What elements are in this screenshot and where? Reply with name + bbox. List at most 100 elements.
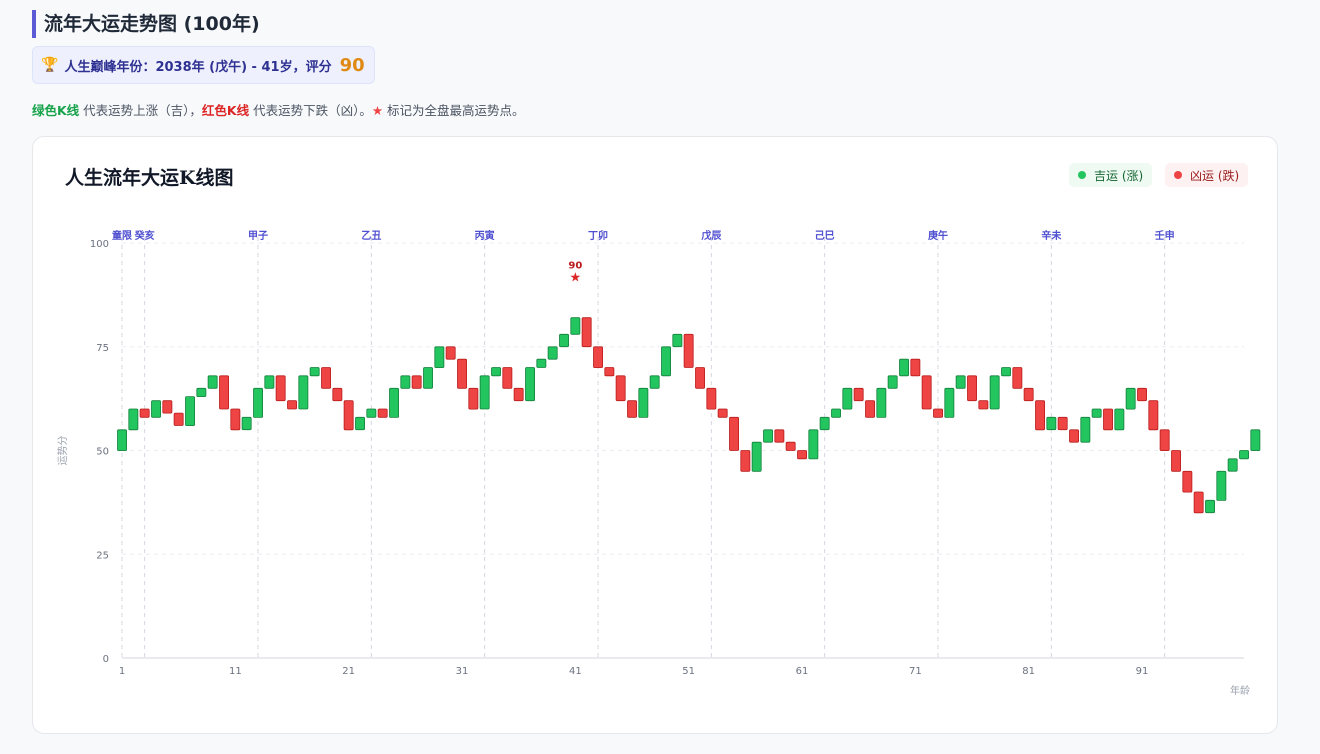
candle-up [1080,416,1091,443]
candle-up [547,346,558,360]
candle-down [774,429,785,443]
candle-up [196,387,207,398]
star-text: 标记为全盘最高运势点。 [383,103,525,118]
candle-down [411,375,422,389]
candle-up [751,441,762,472]
legend-up[interactable]: 吉运 (涨) [1069,163,1153,187]
candle-down [1023,387,1034,402]
legend-up-dot [1078,171,1086,179]
peak-year-label: 人生巅峰年份：2038年 (戊午) - 41岁，评分 [64,59,332,75]
candle-down [377,408,388,418]
candle-down [729,416,740,451]
candle-up [808,429,819,460]
dayun-label: 甲子 [248,230,268,242]
candle-down [797,450,808,460]
x-axis-label: 年龄 [1230,684,1250,697]
candle-down [139,408,150,418]
candle-down [1148,400,1159,431]
candle-up [1091,408,1102,418]
candle-down [978,400,989,410]
y-tick-label: 0 [103,654,109,665]
candle-up [241,416,252,431]
candle-down [219,375,230,410]
peak-value-label: 90 [568,261,582,272]
x-tick-label: 71 [909,666,922,677]
candle-up [536,358,547,368]
candle-down [853,387,864,402]
candle-down [695,367,706,389]
candle-up [253,387,264,418]
candle-up [389,387,400,418]
candle-up [1250,429,1261,451]
dayun-label: 壬申 [1155,229,1175,242]
candle-up [944,387,955,418]
x-tick-label: 21 [342,666,355,677]
legend-down-label: 凶运 (跌) [1190,168,1240,183]
red-candle-label: 红色K线 [201,103,250,118]
candle-down [581,317,592,348]
candle-down [740,450,751,472]
candle-down [1182,470,1193,493]
dayun-label: 庚午 [928,229,948,242]
peak-score: 90 [339,54,365,76]
legend-up-label: 吉运 (涨) [1094,168,1144,183]
candle-down [683,333,694,368]
candle-down [1159,429,1170,451]
candle-up [355,416,366,431]
candle-down [1137,387,1148,402]
red-candle-text: 代表运势下跌（凶）。 [249,103,372,118]
candle-up [1239,450,1250,460]
candle-up [117,429,128,451]
candle-up [479,375,490,410]
candle-up [763,429,774,443]
candle-up [559,333,570,348]
x-tick-label: 41 [569,666,582,677]
candle-up [899,358,910,377]
candle-down [921,375,932,410]
candle-up [661,346,672,377]
candle-down [162,400,173,414]
candle-up [672,333,683,348]
y-tick-label: 50 [96,447,109,458]
y-tick-label: 75 [96,343,109,354]
candle-up [309,367,320,377]
candle-up [638,387,649,418]
candle-down [865,400,876,418]
candle-up [955,375,966,389]
candle-up [1125,387,1136,410]
candle-down [627,400,638,418]
green-candle-text: 代表运势上涨（吉）， [79,103,202,118]
candle-down [717,408,728,418]
candle-up [876,387,887,418]
dayun-label: 丁卯 [588,229,608,242]
candle-up [819,416,830,431]
green-candle-label: 绿色K线 [32,103,80,118]
dayun-label: 辛未 [1041,229,1061,242]
trophy-icon: 🏆 [41,57,59,73]
x-tick-label: 91 [1136,666,1149,677]
candle-down [593,346,604,369]
candle-up [298,375,309,410]
candle-down [457,358,468,389]
peak-year-banner: 🏆 人生巅峰年份：2038年 (戊午) - 41岁，评分 90 [32,46,375,84]
candle-down [1069,429,1080,443]
x-tick-label: 11 [229,666,242,677]
candle-down [275,375,286,402]
y-tick-label: 100 [90,239,109,250]
candle-down [604,367,615,377]
x-tick-label: 1 [119,666,125,677]
candle-down [1035,400,1046,431]
candle-up [400,375,411,389]
x-tick-label: 51 [682,666,695,677]
candle-up [1227,458,1238,472]
candle-down [321,367,332,389]
y-tick-label: 25 [96,550,109,561]
x-tick-label: 61 [796,666,809,677]
candle-up [185,396,196,427]
dayun-label: 乙丑 [361,230,381,242]
legend-down[interactable]: 凶运 (跌) [1165,163,1249,187]
candle-up [366,408,377,418]
candle-down [287,400,298,410]
candle-up [434,346,445,369]
candle-down [1193,491,1204,514]
